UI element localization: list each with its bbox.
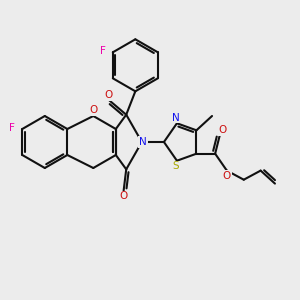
Text: O: O [104, 90, 112, 100]
Text: O: O [219, 125, 227, 135]
Text: O: O [119, 191, 128, 201]
Text: S: S [172, 161, 179, 171]
Text: O: O [89, 105, 98, 115]
Text: N: N [139, 137, 147, 147]
Text: F: F [100, 46, 106, 56]
Text: N: N [172, 112, 179, 123]
Text: F: F [10, 123, 15, 133]
Text: O: O [223, 171, 231, 181]
